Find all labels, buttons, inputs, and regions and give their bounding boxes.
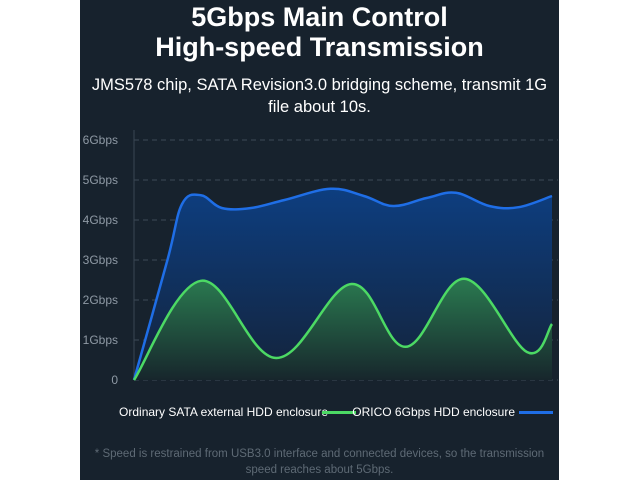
y-tick-label: 0 (111, 373, 118, 387)
y-tick-label: 1Gbps (83, 333, 118, 347)
y-axis-ticks: 0 1Gbps 2Gbps 3Gbps 4Gbps 5Gbps 6Gbps (83, 133, 119, 387)
legend-orico-label: ORICO 6Gbps HDD enclosure (352, 405, 515, 419)
subtitle: JMS578 chip, SATA Revision3.0 bridging s… (91, 76, 548, 116)
series-group (132, 187, 554, 381)
orico-line (132, 187, 553, 381)
infographic-panel: 5Gbps Main Control High-speed Transmissi… (80, 0, 559, 480)
footnote: * Speed is restrained from USB3.0 interf… (94, 448, 545, 476)
title-line-1: 5Gbps Main Control (191, 2, 448, 32)
y-tick-label: 6Gbps (83, 133, 118, 147)
ordinary-area (134, 278, 552, 380)
legend-orico-swatch (519, 411, 553, 414)
legend-ordinary-label: Ordinary SATA external HDD enclosure (119, 405, 328, 419)
ordinary-line (132, 277, 554, 381)
y-tick-label: 3Gbps (83, 253, 118, 267)
y-tick-label: 4Gbps (83, 213, 118, 227)
title-line-2: High-speed Transmission (155, 32, 484, 62)
legend-ordinary-swatch (322, 411, 356, 414)
y-tick-label: 5Gbps (83, 173, 118, 187)
speed-chart: 0 1Gbps 2Gbps 3Gbps 4Gbps 5Gbps 6Gbps (83, 130, 558, 387)
y-tick-label: 2Gbps (83, 293, 118, 307)
